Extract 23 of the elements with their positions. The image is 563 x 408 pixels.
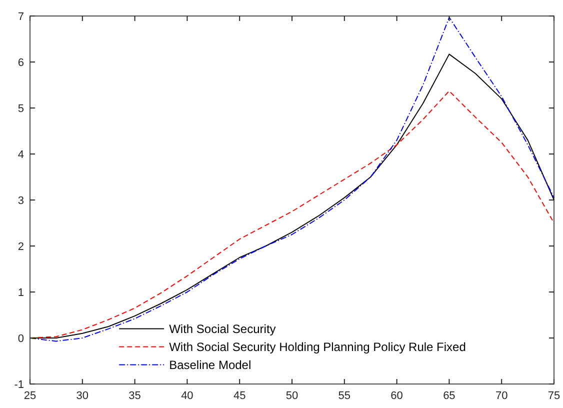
x-tick-label: 70 bbox=[495, 390, 508, 402]
y-tick-label: 5 bbox=[18, 103, 24, 115]
y-tick-label: 1 bbox=[18, 287, 24, 299]
x-tick-label: 60 bbox=[390, 390, 403, 402]
y-tick-label: 0 bbox=[18, 333, 24, 345]
y-tick-label: -1 bbox=[14, 379, 24, 391]
y-tick-label: 6 bbox=[18, 57, 24, 69]
x-tick-label: 25 bbox=[24, 390, 36, 402]
y-tick-label: 4 bbox=[18, 149, 24, 161]
x-tick-label: 65 bbox=[443, 390, 456, 402]
y-tick-label: 3 bbox=[18, 195, 24, 207]
y-tick-label: 2 bbox=[18, 241, 24, 253]
legend-label: Baseline Model bbox=[169, 358, 252, 372]
x-tick-label: 35 bbox=[128, 390, 141, 402]
legend-label: With Social Security bbox=[169, 322, 276, 336]
x-tick-label: 55 bbox=[338, 390, 351, 402]
legend-label: With Social Security Holding Planning Policy Rule Fixed bbox=[169, 340, 466, 354]
y-tick-label: 7 bbox=[18, 11, 24, 23]
x-tick-label: 50 bbox=[286, 390, 298, 402]
x-tick-label: 40 bbox=[181, 390, 194, 402]
x-tick-label: 45 bbox=[233, 390, 246, 402]
x-tick-label: 75 bbox=[548, 390, 560, 402]
x-tick-label: 30 bbox=[76, 390, 89, 402]
